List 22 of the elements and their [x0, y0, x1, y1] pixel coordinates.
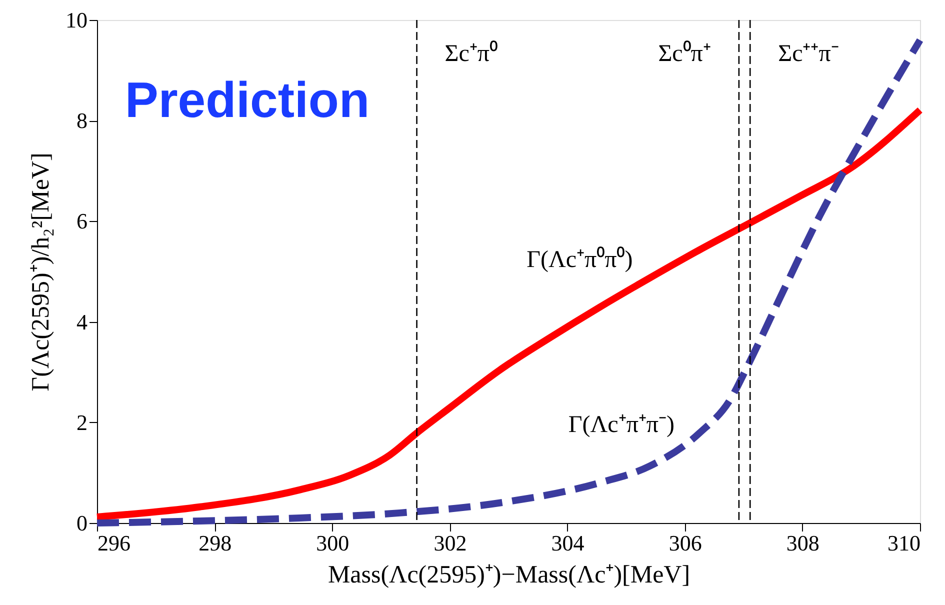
x-tick-label: 300: [316, 530, 350, 556]
x-tick-label: 298: [198, 530, 232, 556]
y-tick-label: 6: [76, 208, 88, 234]
series-label: Γ(Λc⁺π⁰π⁰): [526, 246, 633, 273]
y-tick-label: 10: [66, 8, 88, 32]
y-tick-label: 0: [76, 510, 88, 536]
y-tick-label: 8: [76, 108, 88, 134]
x-tick-label: 296: [98, 530, 130, 556]
x-tick-label: 310: [888, 530, 920, 556]
ref-line-label: Σc⁺⁺π⁻: [778, 41, 839, 67]
x-tick-label: 302: [434, 530, 467, 556]
y-tick-label: 2: [76, 410, 88, 435]
y-tick-label: 4: [76, 309, 88, 334]
y-axis-title: Γ(Λc(2595)⁺)/h₂²[MeV]: [28, 152, 54, 392]
x-tick-label: 306: [668, 530, 702, 556]
x-tick-label: 308: [786, 530, 820, 556]
ref-line-label: Σc⁺π⁰: [444, 40, 498, 67]
x-axis-title: Mass(Λc(2595)⁺)−Mass(Λc⁺)[MeV]: [328, 562, 690, 588]
annotation: Prediction: [125, 72, 370, 128]
series-label: Γ(Λc⁺π⁺π⁻): [568, 412, 675, 438]
ref-line-label: Σc⁰π⁺: [658, 40, 711, 67]
x-tick-label: 304: [551, 530, 584, 556]
